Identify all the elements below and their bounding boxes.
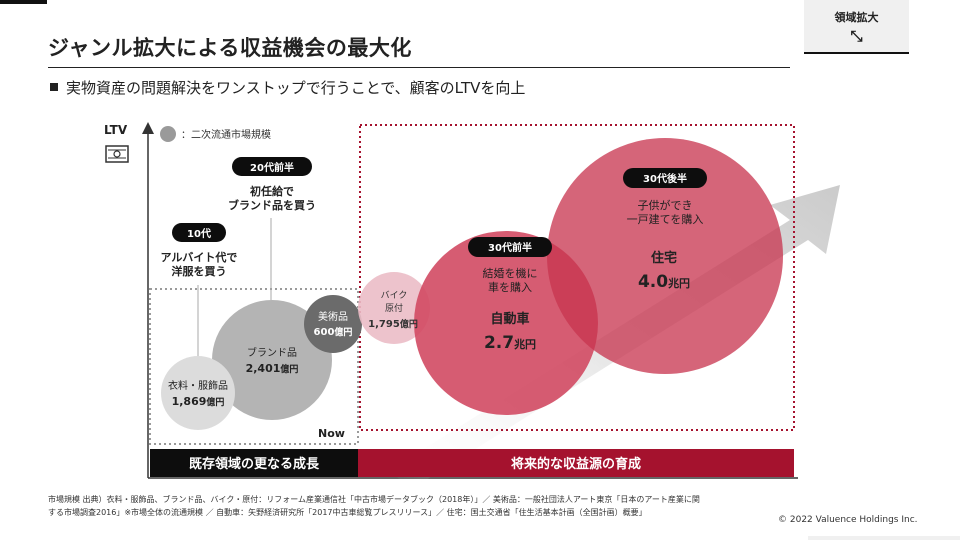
stage-thirties-late-badge: 30代後半: [643, 172, 687, 185]
future-revenue-label: 将来的な収益源の育成: [511, 456, 641, 472]
bubble-art-value: 600億円: [314, 326, 353, 338]
stage-teens-line2: 洋服を買う: [172, 264, 227, 278]
bubble-brand-value: 2,401億円: [246, 362, 299, 375]
future-revenue-banner: [358, 449, 794, 477]
title-divider: [48, 67, 790, 68]
page-title: ジャンル拡大による収益機会の最大化: [48, 36, 412, 60]
bubble-house-name: 住宅: [651, 250, 677, 266]
bubble-car-name: 自動車: [490, 311, 529, 327]
bubble-bike-name2: 原付: [385, 303, 403, 314]
copyright: © 2022 Valuence Holdings Inc.: [778, 515, 918, 525]
stage-thirties-early-badge: 30代前半: [488, 241, 532, 254]
bubble-bike-value: 1,795億円: [368, 318, 418, 330]
legend-swatch: [160, 126, 176, 142]
stage-thirties-late-line2: 一戸建てを購入: [627, 212, 704, 226]
stage-twenties-line2: ブランド品を買う: [228, 198, 316, 212]
footnote-line2: する市場調査2016」※市場全体の流通規模 ／ 自動車：矢野経済研究所「2017…: [48, 508, 647, 517]
bubble-house: [547, 138, 783, 374]
bubble-art: [304, 295, 362, 353]
bottom-accent-bar: [808, 536, 960, 540]
now-label: Now: [318, 427, 345, 440]
stage-teens-line1: アルバイト代で: [161, 250, 238, 264]
bubble-apparel-value: 1,869億円: [172, 395, 225, 408]
legend-text: ：二次流通市場規模: [181, 128, 271, 141]
bubble-art-name: 美術品: [318, 310, 348, 323]
page-subtitle: 実物資産の問題解決をワンストップで行うことで、顧客のLTVを向上: [50, 77, 525, 98]
bubble-bike-name1: バイク: [381, 290, 408, 301]
top-accent-bar: [0, 0, 47, 4]
bubble-apparel-name: 衣料・服飾品: [168, 379, 228, 392]
subtitle-text: 実物資産の問題解決をワンストップで行うことで、顧客のLTVを向上: [66, 79, 526, 97]
stage-twenties-line1: 初任給で: [250, 184, 294, 198]
bubble-house-value: 4.0兆円: [638, 272, 690, 292]
stage-thirties-early: 30代前半 結婚を機に 車を購入: [468, 237, 552, 294]
y-axis-label: LTV: [104, 123, 128, 137]
bubble-car-value: 2.7兆円: [484, 333, 536, 353]
bubble-bike: [358, 272, 430, 344]
stage-thirties-late-line1: 子供ができ: [638, 198, 693, 212]
stage-teens-badge: 10代: [187, 227, 211, 240]
stage-twenties-badge: 20代前半: [250, 161, 294, 174]
existing-growth-banner: [150, 449, 358, 477]
stage-teens: 10代 アルバイト代で 洋服を買う: [161, 223, 238, 278]
source-footnote: 市場規模 出典）衣料・服飾品、ブランド品、バイク・原付：リフォーム産業通信社「中…: [48, 493, 748, 519]
bubble-brand-name: ブランド品: [247, 346, 297, 359]
existing-area-box: [149, 288, 359, 445]
future-area-box: [359, 124, 795, 431]
stage-twenties: 20代前半 初任給で ブランド品を買う: [228, 157, 316, 212]
footnote-line1: 市場規模 出典）衣料・服飾品、ブランド品、バイク・原付：リフォーム産業通信社「中…: [48, 495, 700, 504]
bubble-apparel: [161, 356, 235, 430]
bullet-square-icon: [50, 83, 58, 91]
bubble-brand: [212, 300, 332, 420]
money-icon: [105, 145, 129, 163]
expand-arrows-icon: ⤡: [850, 27, 863, 45]
stage-thirties-early-line1: 結婚を機に: [483, 266, 538, 280]
stage-thirties-early-line2: 車を購入: [488, 280, 532, 294]
existing-growth-label: 既存領域の更なる成長: [189, 456, 320, 472]
section-tag-label: 領域拡大: [834, 11, 879, 24]
stage-thirties-late: 30代後半 子供ができ 一戸建てを購入: [623, 168, 707, 226]
section-tag: 領域拡大 ⤡: [804, 0, 909, 54]
